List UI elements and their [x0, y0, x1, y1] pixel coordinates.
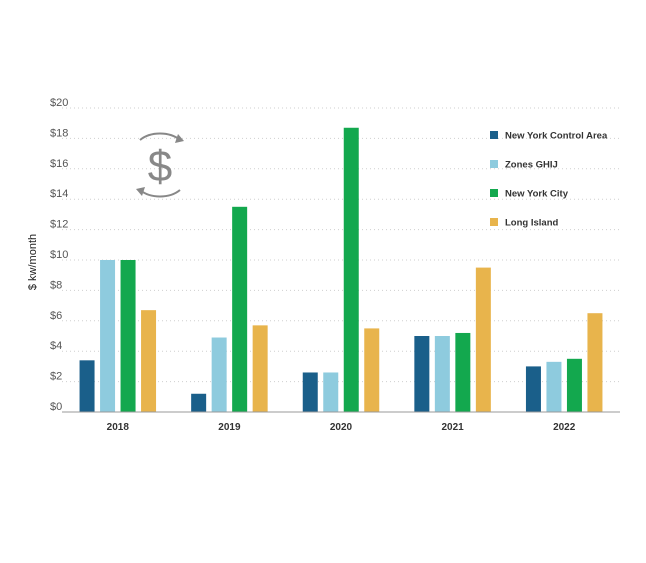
bar-2018-new-york-control-area — [79, 360, 95, 412]
bar-2021-new-york-city — [455, 332, 471, 412]
bar-2018-long-island — [141, 310, 157, 412]
y-tick-label: $4 — [50, 340, 62, 352]
y-tick-label: $18 — [50, 127, 68, 139]
y-tick-label: $6 — [50, 310, 62, 322]
bar-2021-new-york-control-area — [414, 336, 430, 412]
y-axis-label: $ kw/month — [27, 234, 39, 290]
bar-2019-new-york-control-area — [191, 393, 207, 412]
y-tick-label: $10 — [50, 249, 68, 261]
bar-2022-new-york-control-area — [525, 366, 541, 412]
legend-swatch — [490, 131, 498, 139]
bar-2019-new-york-city — [232, 206, 248, 412]
legend: New York Control Area Zones GHIJ New York … — [490, 131, 608, 229]
legend-label: New York Control Area — [505, 131, 608, 142]
bar-2018-new-york-city — [120, 260, 136, 412]
bar-2019-long-island — [252, 325, 268, 412]
y-tick-label: $0 — [50, 401, 62, 413]
x-tick-label: 2018 — [107, 422, 130, 433]
x-tick-label: 2021 — [441, 422, 464, 433]
bar-2020-new-york-control-area — [302, 372, 318, 412]
x-axis-labels: 2018 2019 2020 2021 2022 — [107, 422, 576, 433]
bar-2020-long-island — [364, 328, 380, 412]
bar-2022-zones-ghij — [546, 361, 562, 412]
x-tick-label: 2020 — [330, 422, 353, 433]
dollar-cycle-icon: $ — [136, 132, 184, 198]
bar-2019-zones-ghij — [211, 337, 227, 412]
bar-2022-long-island — [587, 313, 603, 412]
bar-2020-new-york-city — [343, 127, 359, 412]
legend-label: Zones GHIJ — [505, 160, 558, 171]
legend-label: New York City — [505, 189, 569, 200]
bar-2021-long-island — [475, 267, 491, 412]
bar-2022-new-york-city — [566, 358, 582, 412]
y-axis-ticks: $0 $2 $4 $6 $8 $10 $12 $14 $16 $18 $20 — [50, 97, 68, 413]
bar-2020-zones-ghij — [323, 372, 339, 412]
x-tick-label: 2022 — [553, 422, 576, 433]
legend-swatch — [490, 189, 498, 197]
svg-text:$: $ — [148, 142, 172, 191]
legend-swatch — [490, 160, 498, 168]
y-tick-label: $20 — [50, 97, 68, 109]
bars — [79, 127, 603, 412]
gridlines — [62, 107, 620, 383]
bar-2018-zones-ghij — [100, 260, 116, 412]
y-tick-label: $16 — [50, 158, 68, 170]
bar-2021-zones-ghij — [434, 336, 450, 412]
y-tick-label: $14 — [50, 188, 68, 200]
y-tick-label: $12 — [50, 219, 68, 231]
legend-swatch — [490, 218, 498, 226]
x-tick-label: 2019 — [218, 422, 241, 433]
y-tick-label: $2 — [50, 371, 62, 383]
y-tick-label: $8 — [50, 279, 62, 291]
legend-label: Long Island — [505, 218, 559, 229]
